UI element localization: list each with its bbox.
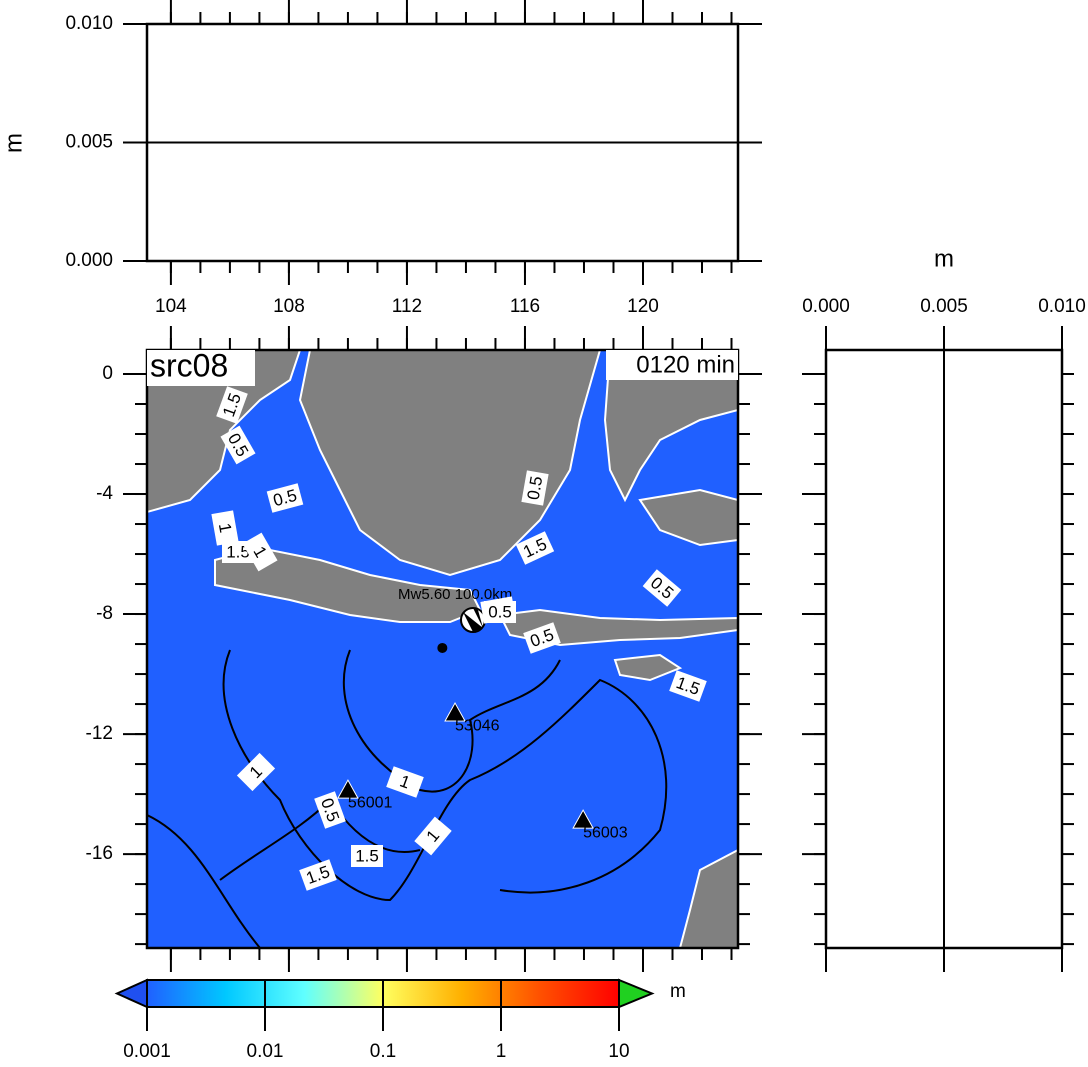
station-label: 56001 [348,794,393,811]
contour-label-text: 1.5 [355,846,379,865]
station [337,779,359,799]
contour-label-box [220,425,256,465]
contour-label: 1.5 [351,845,383,867]
colorbar-tick-label: 10 [608,1041,629,1062]
contour-label-box [211,510,239,546]
y-tick-label: 0.000 [65,250,113,271]
contour-label: 1 [386,766,424,798]
x-tick-label: 116 [510,296,540,317]
contour-label-box [216,386,248,424]
contour-label-box [642,569,682,607]
y-tick-label: 0 [102,363,113,384]
map-frame [145,348,740,950]
contour-label-box [515,531,555,565]
station [444,702,466,722]
contour-label-box [414,816,452,856]
colorbar-over [618,978,655,1009]
contour-label: 1 [242,532,278,572]
y-tick-label: -16 [86,843,113,864]
y-tick-label: 0.010 [65,13,113,34]
contour-label-box [242,532,278,572]
colorbar-unit: m [670,981,686,1002]
map-title: src08 [150,347,228,383]
contour-label-box [314,791,346,829]
y-tick-label: -4 [96,483,113,504]
contour-label-box [484,601,516,623]
contour-label: 0.5 [266,483,304,513]
contour-label-text: 1 [215,522,235,535]
contour-label: 0.5 [521,470,549,506]
contour-label-box [521,470,549,506]
x-tick-label: 0.000 [802,296,850,317]
contour-label-box [299,859,337,891]
colorbar-tick-label: 0.01 [247,1041,284,1062]
contour-label-text: 0.5 [524,475,547,502]
top-y-label: m [0,133,27,153]
time-box [606,350,738,380]
y-tick-label: -12 [86,723,113,744]
contour-label-box [236,752,276,792]
contour-label: 1.5 [222,541,254,563]
x-tick-label: 0.005 [920,296,968,317]
land [147,350,738,948]
contour-label: 1 [236,752,276,792]
colorbar-tick-label: 1 [496,1041,507,1062]
contour-label-box [266,483,304,513]
x-tick-label: 104 [155,296,187,317]
x-tick-label: 120 [627,296,659,317]
colorbar-tick-label: 0.1 [370,1041,396,1062]
beachball [460,607,486,633]
contour-label: 1 [211,510,239,546]
station-label: 56003 [583,824,628,841]
x-tick-label: 108 [273,296,305,317]
contour-label-box [523,622,561,654]
colorbar-under [114,978,148,1009]
epicenter [437,642,448,653]
station-label: 53046 [455,717,500,734]
contour-label-box [669,670,707,702]
y-tick-label: 0.005 [65,132,113,153]
right-x-label: m [934,245,954,272]
contour-label: 0.5 [484,601,516,623]
map-area [147,350,738,948]
x-tick-label: 112 [392,296,422,317]
y-tick-label: -8 [96,603,113,624]
title-box [147,350,255,386]
contour-label-box [351,845,383,867]
colorbar-tick-label: 0.001 [123,1041,171,1062]
x-tick-label: 0.010 [1038,296,1086,317]
time-label: 0120 min [636,351,735,378]
contour-label-box [386,766,424,798]
station [572,809,594,829]
contour-label-text: 0.5 [488,602,512,621]
contour-label-text: 1.5 [226,542,250,561]
contour-label: 1 [414,816,452,856]
source-label: Mw5.60 100.0km [398,586,512,603]
